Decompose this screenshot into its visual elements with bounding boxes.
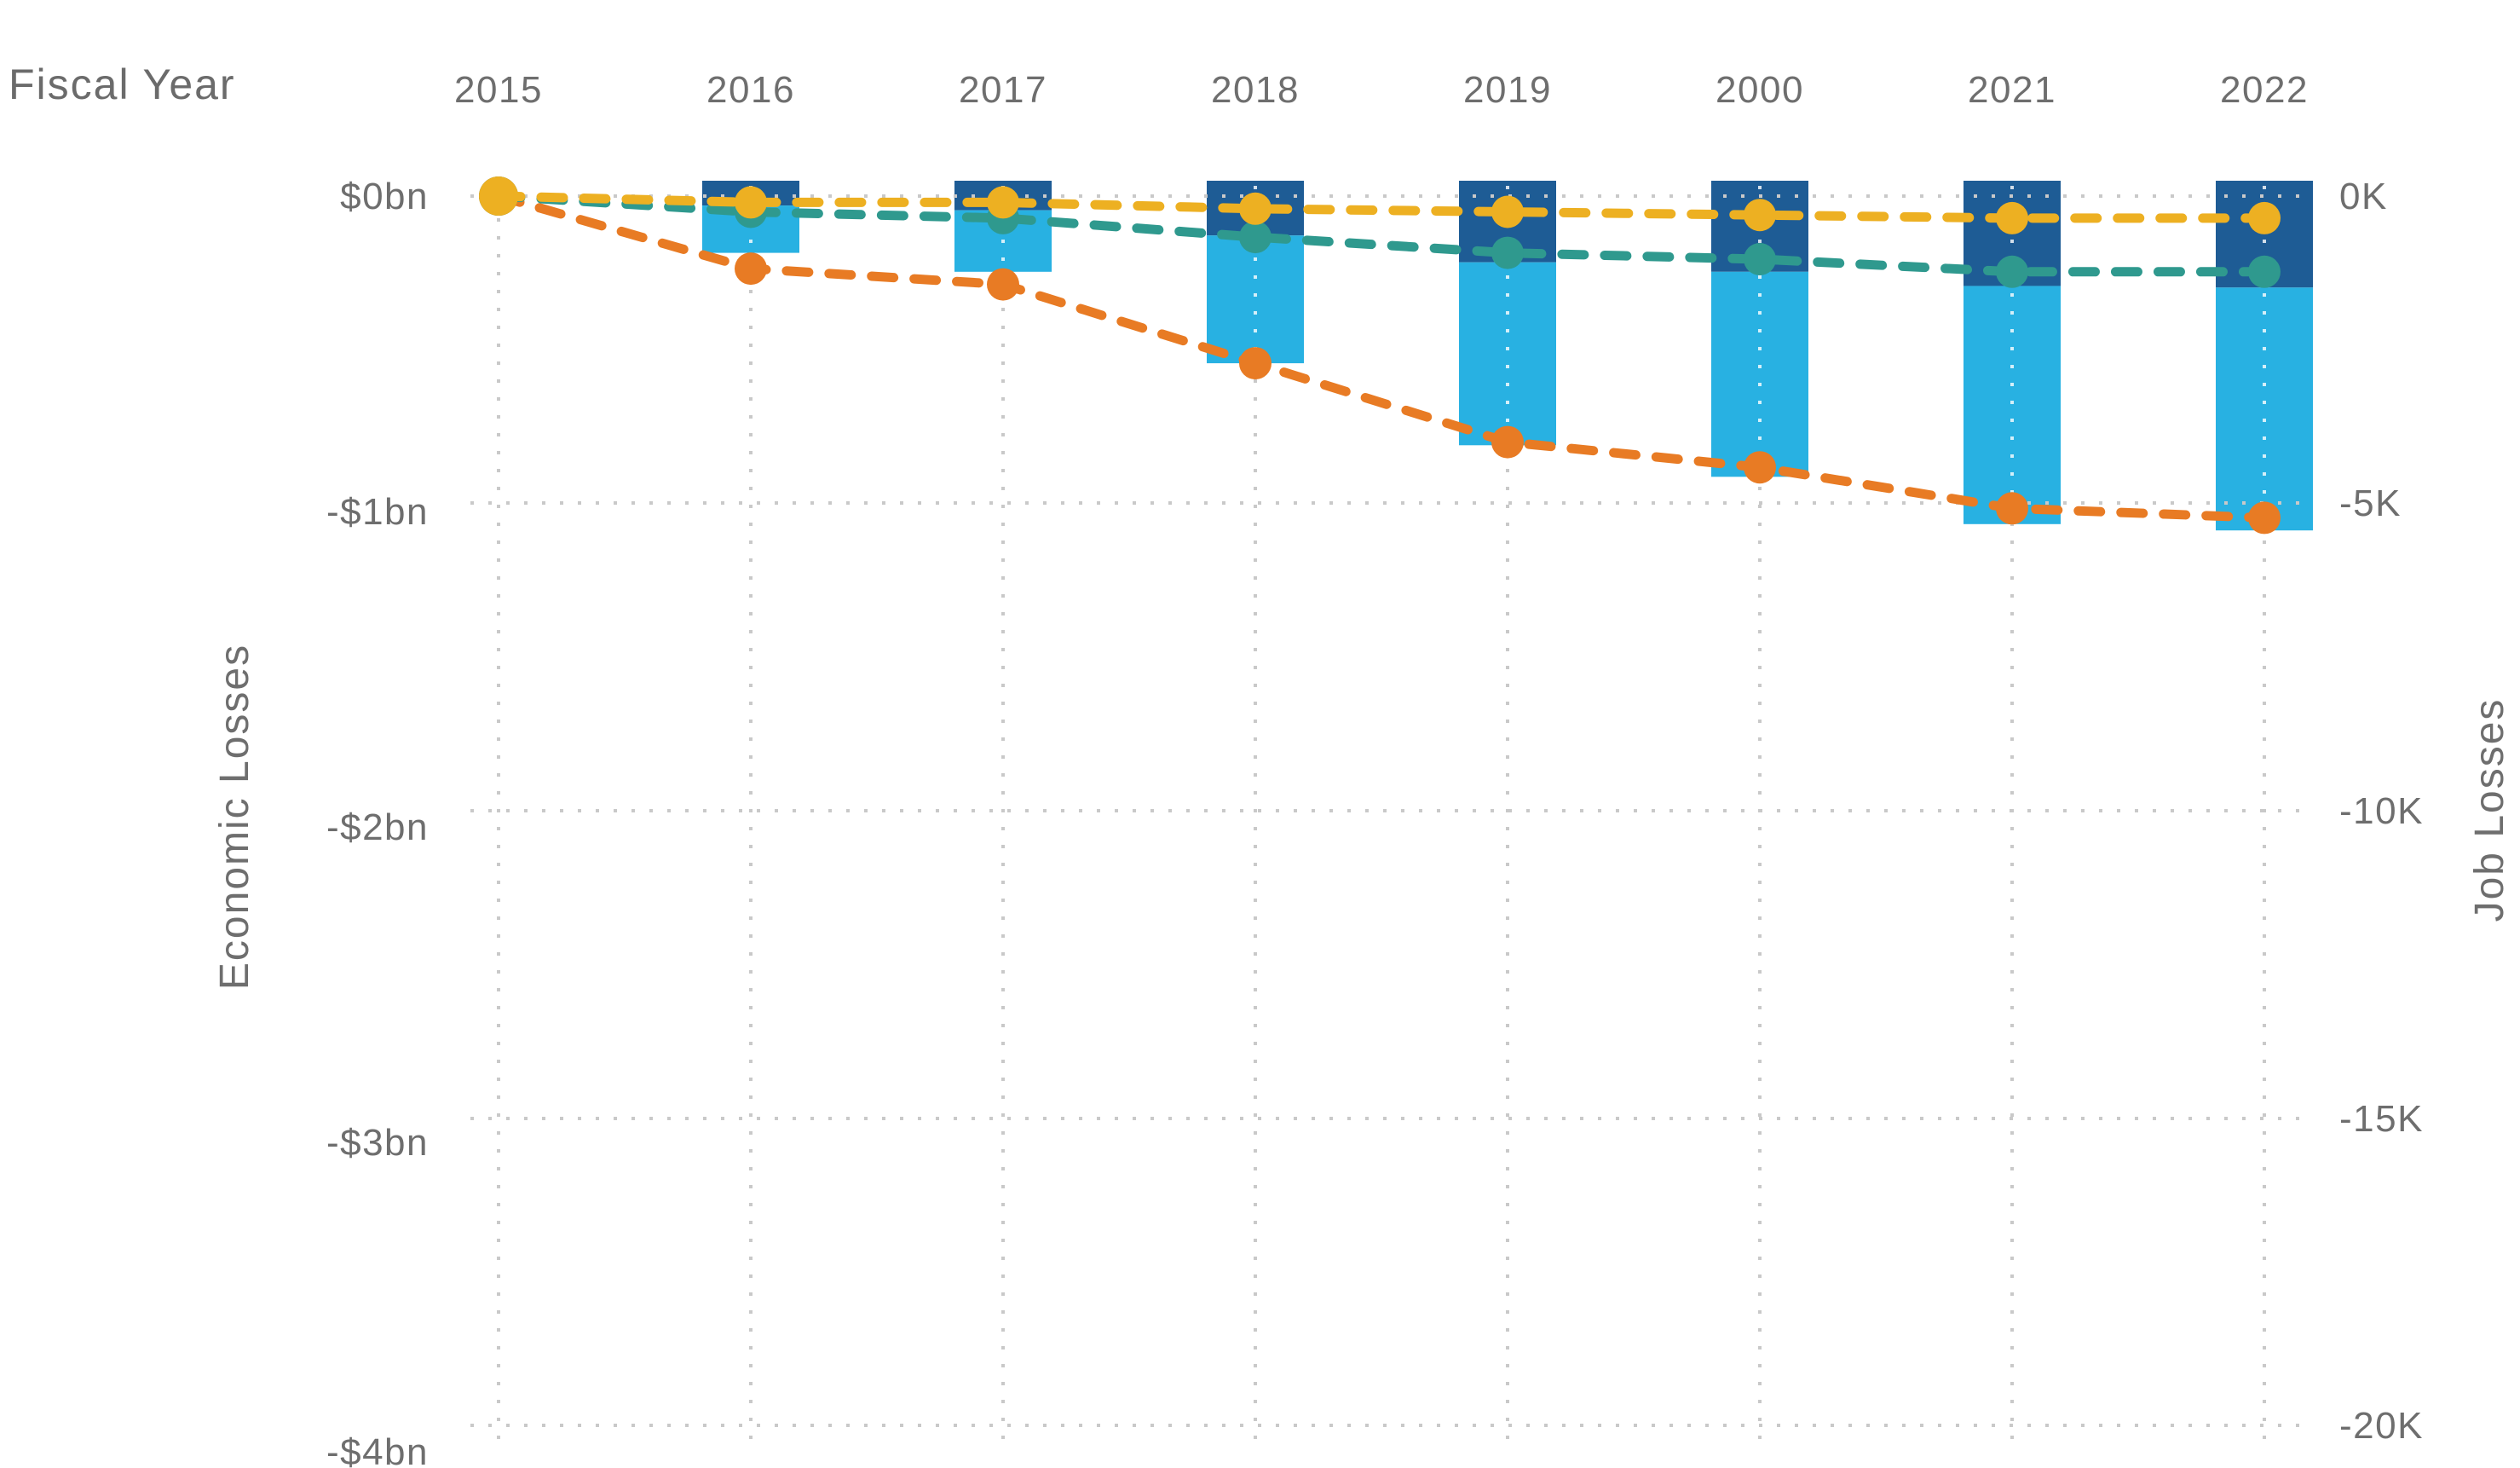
marker-orange-dashed-line-2016 <box>735 252 767 286</box>
marker-orange-dashed-line-2000 <box>1744 451 1776 484</box>
year-label-2021: 2021 <box>1968 69 2056 111</box>
marker-teal-dashed-line-2022 <box>2248 255 2281 288</box>
left-tick-label-1: -$1bn <box>326 491 429 533</box>
left-axis-title: Economic Losses <box>212 643 257 991</box>
marker-orange-dashed-line-2017 <box>987 268 1019 301</box>
marker-teal-dashed-line-2018 <box>1239 221 1272 254</box>
marker-orange-dashed-line-2018 <box>1239 347 1272 380</box>
marker-yellow-dashed-line-2021 <box>1996 201 2028 234</box>
right-tick-label-2: -10K <box>2339 790 2424 832</box>
right-tick-label-0: 0K <box>2339 176 2388 217</box>
fiscal-year-label: Fiscal Year <box>9 61 236 108</box>
marker-teal-dashed-line-2021 <box>1996 255 2028 288</box>
bar-2019-light-segment <box>1459 262 1556 446</box>
marker-yellow-dashed-line-2000 <box>1744 199 1776 232</box>
marker-yellow-dashed-line-2017 <box>987 186 1019 219</box>
year-label-2016: 2016 <box>706 69 795 111</box>
right-tick-label-4: -20K <box>2339 1405 2424 1447</box>
year-label-2018: 2018 <box>1211 69 1300 111</box>
marker-yellow-dashed-line-2022 <box>2248 201 2281 234</box>
bar-2000-light-segment <box>1711 271 1808 477</box>
right-tick-label-1: -5K <box>2339 483 2402 524</box>
year-label-2017: 2017 <box>959 69 1047 111</box>
series-orange-dashed-line <box>493 191 2269 523</box>
marker-orange-dashed-line-2019 <box>1491 425 1524 459</box>
left-tick-label-3: -$3bn <box>326 1122 429 1164</box>
marker-yellow-dashed-line-2016 <box>735 186 767 219</box>
marker-yellow-dashed-line-2019 <box>1491 195 1524 228</box>
left-tick-label-4: -$4bn <box>326 1431 429 1468</box>
marker-yellow-dashed-line-2018 <box>1239 192 1272 225</box>
left-tick-label-2: -$2bn <box>326 806 429 848</box>
right-tick-label-3: -15K <box>2339 1098 2424 1140</box>
year-label-2015: 2015 <box>454 69 543 111</box>
marker-teal-dashed-line-2019 <box>1491 236 1524 269</box>
bar-2022-light-segment <box>2216 287 2313 531</box>
bar-2018-light-segment <box>1207 235 1304 364</box>
marker-orange-dashed-line-2022 <box>2248 501 2281 535</box>
bar-2021-light-segment <box>1964 286 2061 524</box>
series-yellow-dashed-line <box>493 191 2269 223</box>
year-label-2000: 2000 <box>1716 69 1804 111</box>
year-label-2022: 2022 <box>2220 69 2309 111</box>
right-axis-title: Job Losses <box>2467 697 2512 922</box>
marker-yellow-dashed-line-2015 <box>479 176 518 216</box>
marker-teal-dashed-line-2000 <box>1744 243 1776 275</box>
year-label-2019: 2019 <box>1463 69 1552 111</box>
series-teal-dashed-line <box>493 191 2269 277</box>
marker-orange-dashed-line-2021 <box>1996 492 2028 525</box>
left-tick-label-0: $0bn <box>340 176 429 217</box>
